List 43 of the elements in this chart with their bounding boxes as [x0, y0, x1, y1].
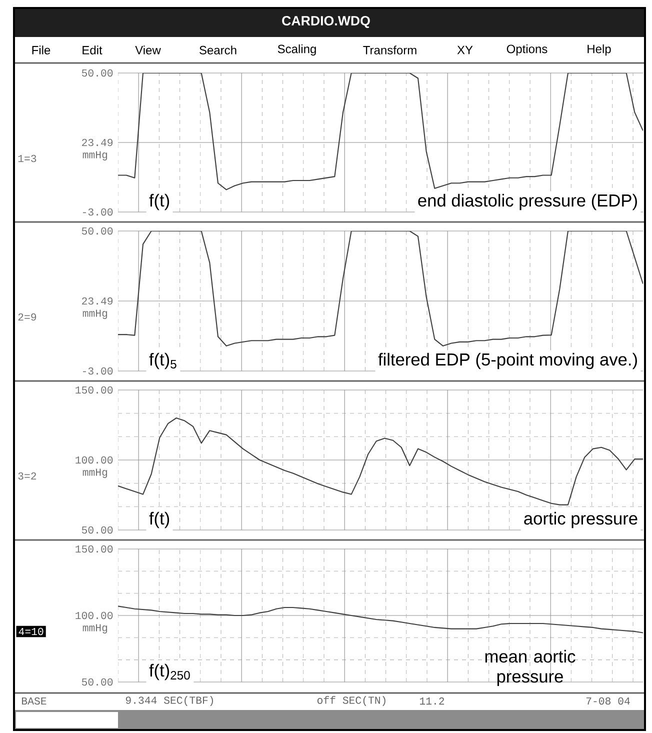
text: Search — [200, 46, 236, 54]
text: 4=10 — [18, 628, 44, 636]
text: Scaling — [278, 44, 316, 56]
y-tick-label: 50.00 — [82, 227, 113, 235]
text: 9.344 SEC(TBF) — [126, 696, 213, 706]
annotation: f(t) — [149, 512, 170, 528]
y-axis-title: mmHg — [82, 624, 108, 634]
text: File — [32, 46, 50, 54]
y-tick-label: 23.49 — [82, 297, 113, 305]
text: 7-08 04 — [586, 697, 630, 705]
text: 2=9 — [18, 313, 36, 321]
y-axis-title: mmHg — [82, 310, 108, 319]
text: Options — [506, 44, 548, 56]
text: 11.2 — [420, 697, 444, 705]
y-axis-title: mmHg — [82, 151, 108, 160]
text: 3=2 — [18, 472, 36, 480]
text: View — [135, 46, 161, 54]
annotation: f(t) — [149, 194, 170, 210]
text: XY — [457, 46, 473, 54]
y-tick-label: 23.49 — [82, 138, 113, 146]
y-tick-label: -3.00 — [83, 367, 113, 375]
text: Help — [588, 44, 611, 56]
y-tick-label: 50.00 — [82, 69, 113, 77]
text: Edit — [82, 46, 102, 54]
y-tick-label: 50.00 — [82, 678, 113, 686]
annotation: mean aortic pressure — [485, 650, 576, 686]
annotation: f(t)$_{5}$ — [149, 352, 176, 370]
y-tick-label: -3.00 — [83, 208, 113, 216]
annotation: f(t)$_{250}$ — [149, 664, 190, 680]
text: 1=3 — [18, 154, 36, 162]
text: BASE — [22, 697, 46, 705]
y-axis-title: mmHg — [82, 468, 108, 478]
y-tick-label: 50.00 — [82, 526, 113, 534]
text: off SEC(TN) — [317, 696, 386, 706]
annotation: aortic pressure — [524, 512, 638, 528]
text: Transform — [363, 46, 416, 54]
y-tick-label: 150.00 — [76, 545, 113, 553]
chart-title: CARDIO.WDQ — [282, 16, 370, 28]
y-tick-label: 150.00 — [76, 386, 113, 394]
annotation: filtered EDP (5-point moving ave.) — [378, 352, 637, 370]
y-tick-label: 100.00 — [76, 456, 113, 464]
y-tick-label: 100.00 — [76, 612, 113, 620]
annotation: end diastolic pressure (EDP) — [418, 194, 637, 210]
